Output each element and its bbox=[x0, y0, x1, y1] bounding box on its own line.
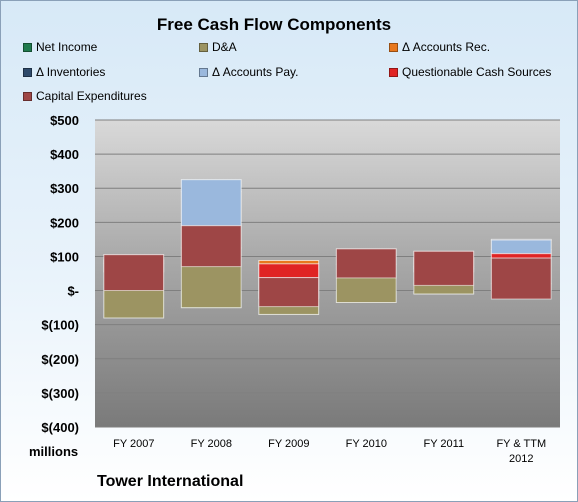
chart-title: Free Cash Flow Components bbox=[156, 15, 392, 34]
y-tick-label: $100 bbox=[50, 249, 79, 264]
bar-segment bbox=[258, 263, 320, 278]
plot-background bbox=[95, 120, 560, 427]
legend-swatch bbox=[23, 67, 32, 77]
legend-label: Net Income bbox=[36, 40, 98, 54]
legend-label: D&A bbox=[212, 40, 237, 54]
x-tick-label: 2012 bbox=[509, 453, 533, 465]
legend-swatch bbox=[23, 91, 32, 101]
y-tick-label: $300 bbox=[50, 181, 79, 196]
legend-item: Δ Inventories bbox=[23, 65, 105, 79]
legend-label: Δ Inventories bbox=[36, 65, 106, 79]
bar-segment bbox=[335, 248, 397, 279]
y-tick-label: $(400) bbox=[41, 420, 79, 435]
x-tick-label: FY 2009 bbox=[268, 438, 309, 450]
legend-swatch bbox=[389, 42, 398, 52]
legend-swatch bbox=[199, 67, 208, 77]
bar-segment bbox=[413, 250, 475, 286]
legend-item: Δ Accounts Pay. bbox=[199, 65, 299, 79]
bar-segment bbox=[490, 239, 552, 255]
legend-item: Questionable Cash Sources bbox=[389, 65, 551, 79]
y-tick-label: $(200) bbox=[41, 352, 79, 367]
legend-swatch bbox=[389, 67, 398, 77]
company-name: Tower International bbox=[97, 473, 244, 490]
x-tick-label: FY 2010 bbox=[346, 438, 387, 450]
legend-item: D&A bbox=[199, 40, 237, 54]
y-tick-label: $400 bbox=[50, 147, 79, 162]
legend-label: Questionable Cash Sources bbox=[402, 65, 552, 79]
y-tick-label: $(100) bbox=[41, 318, 79, 333]
bar-segment bbox=[258, 277, 320, 308]
y-tick-label: $(300) bbox=[41, 386, 79, 401]
bar-segment bbox=[103, 254, 165, 291]
units-label: millions bbox=[29, 444, 79, 459]
x-tick-label: FY 2011 bbox=[424, 438, 465, 450]
x-tick-label: FY 2007 bbox=[113, 438, 154, 450]
y-tick-label: $- bbox=[67, 284, 79, 299]
legend-label: Δ Accounts Pay. bbox=[212, 65, 299, 79]
legend-item: Δ Accounts Rec. bbox=[389, 40, 490, 54]
y-tick-label: $200 bbox=[50, 215, 79, 230]
legend-item: Capital Expenditures bbox=[23, 89, 147, 103]
legend-swatch bbox=[199, 42, 208, 52]
bar-segment bbox=[180, 225, 242, 268]
bar-segment bbox=[180, 179, 242, 227]
x-tick-label: FY 2008 bbox=[191, 438, 232, 450]
bar-segment bbox=[490, 253, 552, 259]
x-tick-label: FY & TTM bbox=[496, 438, 546, 450]
y-tick-label: $500 bbox=[50, 113, 79, 128]
legend-label: Capital Expenditures bbox=[36, 89, 147, 103]
legend-swatch bbox=[23, 42, 32, 52]
legend-item: Net Income bbox=[23, 40, 97, 54]
legend-label: Δ Accounts Rec. bbox=[402, 40, 491, 54]
bar-segment bbox=[490, 257, 552, 300]
